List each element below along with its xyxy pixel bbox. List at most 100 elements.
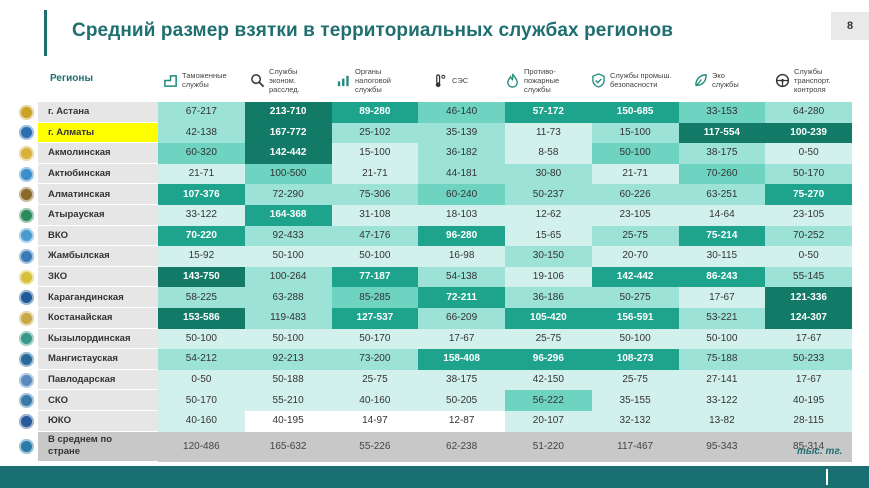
table-cell: 17-67	[678, 287, 766, 308]
table-cell: 25-75	[591, 369, 679, 391]
column-header-label: Органы налоговой службы	[355, 66, 391, 94]
region-name: г. Астана	[38, 102, 158, 123]
table-cell: 40-160	[331, 390, 419, 411]
region-name: Акмолинская	[38, 143, 158, 164]
region-emblem-icon	[14, 267, 38, 288]
table-cell: 0-50	[765, 246, 852, 267]
table-cell: 64-280	[765, 102, 852, 123]
table-cell: 100-239	[765, 122, 852, 144]
table-cell: 75-188	[678, 349, 766, 370]
region-name: Алматинская	[38, 184, 158, 205]
region-name: Карагандинская	[38, 287, 158, 308]
table-cell: 96-280	[418, 225, 505, 247]
table-cell: 164-368	[244, 204, 332, 226]
table-cell: 0-50	[765, 143, 852, 164]
column-header-label: СЭС	[452, 75, 469, 85]
table-cell: 156-591	[591, 307, 679, 329]
column-header-7: Эко службы	[693, 60, 739, 100]
leaf-icon	[693, 73, 708, 88]
table-cell: 105-420	[505, 307, 592, 329]
search-icon	[250, 73, 265, 88]
table-cell: 158-408	[418, 349, 505, 370]
table-cell: 70-252	[765, 225, 852, 247]
table-cell: 120-486	[158, 431, 245, 462]
column-header-label: Службы промыш. безопасности	[610, 71, 672, 89]
table-cell: 54-212	[158, 349, 245, 370]
region-emblem-icon	[14, 246, 38, 267]
table-cell: 28-115	[765, 410, 852, 432]
table-cell: 66-209	[418, 307, 505, 329]
region-name: ВКО	[38, 225, 158, 247]
table-cell: 67-217	[158, 102, 245, 123]
thermometer-icon	[433, 73, 448, 88]
table-cell: 73-200	[331, 349, 419, 370]
table-cell: 75-270	[765, 184, 852, 205]
table-cell: 51-220	[505, 431, 592, 462]
table-cell: 55-226	[331, 431, 419, 462]
table-cell: 127-537	[331, 307, 419, 329]
table-cell: 121-336	[765, 287, 852, 308]
table-cell: 50-100	[244, 246, 332, 267]
table-cell: 75-214	[678, 225, 766, 247]
region-emblem-icon	[14, 226, 38, 247]
table-cell: 16-98	[418, 246, 505, 267]
table-cell: 50-188	[244, 369, 332, 391]
table-cell: 60-226	[591, 184, 679, 205]
table-cell: 38-175	[418, 369, 505, 391]
table-cell: 50-100	[244, 328, 332, 350]
region-emblem-icon	[14, 164, 38, 185]
table-cell: 20-70	[591, 246, 679, 267]
region-name: В среднем по стране	[38, 431, 158, 462]
table-cell: 36-182	[418, 143, 505, 164]
column-header-label: Противо- пожарные службы	[524, 66, 560, 94]
table-cell: 15-100	[331, 143, 419, 164]
table-cell: 30-115	[678, 246, 766, 267]
table-cell: 38-175	[678, 143, 766, 164]
region-emblem-icon	[14, 184, 38, 205]
table-cell: 0-50	[158, 369, 245, 391]
table-cell: 213-710	[244, 102, 332, 123]
table-cell: 25-102	[331, 122, 419, 144]
table-cell: 21-71	[158, 163, 245, 185]
column-header-4: СЭС	[433, 60, 468, 100]
table-row: Жамбылская 15-92 50-100 50-100 16-98 30-150 20…	[14, 246, 852, 267]
table-cell: 55-210	[244, 390, 332, 411]
table-row: г. Астана 67-217 213-710 89-280 46-140 57-172…	[14, 102, 852, 123]
table-cell: 60-320	[158, 143, 245, 164]
page-number: 8	[831, 12, 869, 40]
title-accent-bar	[44, 10, 47, 56]
table-cell: 23-105	[591, 204, 679, 226]
shield-icon	[591, 72, 606, 88]
region-name: Мангистауская	[38, 349, 158, 370]
table-cell: 25-75	[505, 328, 592, 350]
table-cell: 50-100	[678, 328, 766, 350]
table-row: ВКО 70-220 92-433 47-176 96-280 15-65 25-75 75-…	[14, 225, 852, 247]
table-row: Актюбинская 21-71 100-500 21-71 44-181 30-80 2…	[14, 163, 852, 185]
table-cell: 17-67	[765, 328, 852, 350]
column-header-5: Противо- пожарные службы	[505, 60, 559, 100]
table-cell: 33-153	[678, 102, 766, 123]
truck-icon	[163, 73, 178, 88]
table-cell: 18-103	[418, 204, 505, 226]
column-header-6: Службы промыш. безопасности	[591, 60, 672, 100]
table-cell: 50-170	[765, 163, 852, 185]
table-cell: 54-138	[418, 266, 505, 288]
region-name: ЗКО	[38, 266, 158, 288]
column-header-3: Органы налоговой службы	[336, 60, 391, 100]
table-cell: 85-285	[331, 287, 419, 308]
page-title: Средний размер взятки в территориальных …	[72, 20, 674, 41]
table-cell: 12-62	[505, 204, 592, 226]
column-header-label: Службы транспорт. контроля	[794, 66, 831, 94]
table-row: Костанайская 153-586 119-483 127-537 66-209 1…	[14, 307, 852, 329]
table-cell: 95-343	[678, 431, 766, 462]
table-cell: 40-195	[244, 410, 332, 432]
table-row: ЮКО 40-160 40-195 14-97 12-87 20-107 32-132 13-…	[14, 410, 852, 432]
column-header-1: Таможенные службы	[163, 60, 227, 100]
table-cell: 50-205	[418, 390, 505, 411]
table-cell: 96-296	[505, 349, 592, 370]
table-cell: 100-264	[244, 266, 332, 288]
table-row: Кызылординская 50-100 50-100 50-170 17-67 25-…	[14, 328, 852, 350]
region-name: Актюбинская	[38, 163, 158, 185]
table-cell: 50-100	[331, 246, 419, 267]
table-cell: 56-222	[505, 390, 592, 411]
